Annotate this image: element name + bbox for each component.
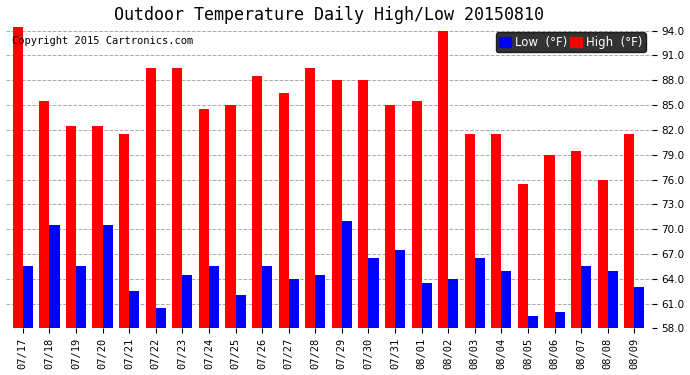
Bar	[226, 105, 235, 328]
Bar	[305, 68, 315, 328]
Bar	[12, 27, 23, 328]
Bar	[544, 155, 555, 328]
Bar	[315, 275, 326, 328]
Bar	[395, 250, 405, 328]
Bar	[129, 291, 139, 328]
Bar	[156, 308, 166, 328]
Bar	[518, 184, 528, 328]
Bar	[66, 126, 76, 328]
Bar	[491, 134, 502, 328]
Bar	[50, 225, 59, 328]
Bar	[235, 296, 246, 328]
Bar	[342, 221, 352, 328]
Legend: Low  (°F), High  (°F): Low (°F), High (°F)	[495, 32, 646, 53]
Bar	[199, 109, 209, 328]
Bar	[624, 134, 634, 328]
Bar	[209, 266, 219, 328]
Bar	[182, 275, 193, 328]
Bar	[571, 151, 581, 328]
Bar	[422, 283, 432, 328]
Bar	[598, 180, 608, 328]
Bar	[411, 101, 422, 328]
Bar	[262, 266, 273, 328]
Bar	[385, 105, 395, 328]
Bar	[475, 258, 485, 328]
Bar	[368, 258, 379, 328]
Bar	[448, 279, 458, 328]
Bar	[146, 68, 156, 328]
Bar	[39, 101, 50, 328]
Bar	[608, 270, 618, 328]
Text: Copyright 2015 Cartronics.com: Copyright 2015 Cartronics.com	[12, 36, 193, 45]
Bar	[23, 266, 33, 328]
Bar	[358, 80, 368, 328]
Bar	[172, 68, 182, 328]
Bar	[279, 93, 288, 328]
Bar	[76, 266, 86, 328]
Bar	[438, 31, 449, 328]
Bar	[92, 126, 103, 328]
Bar	[634, 287, 644, 328]
Bar	[502, 270, 511, 328]
Bar	[252, 76, 262, 328]
Bar	[528, 316, 538, 328]
Title: Outdoor Temperature Daily High/Low 20150810: Outdoor Temperature Daily High/Low 20150…	[114, 6, 544, 24]
Bar	[555, 312, 564, 328]
Bar	[332, 80, 342, 328]
Bar	[581, 266, 591, 328]
Bar	[119, 134, 129, 328]
Bar	[288, 279, 299, 328]
Bar	[103, 225, 112, 328]
Bar	[464, 134, 475, 328]
